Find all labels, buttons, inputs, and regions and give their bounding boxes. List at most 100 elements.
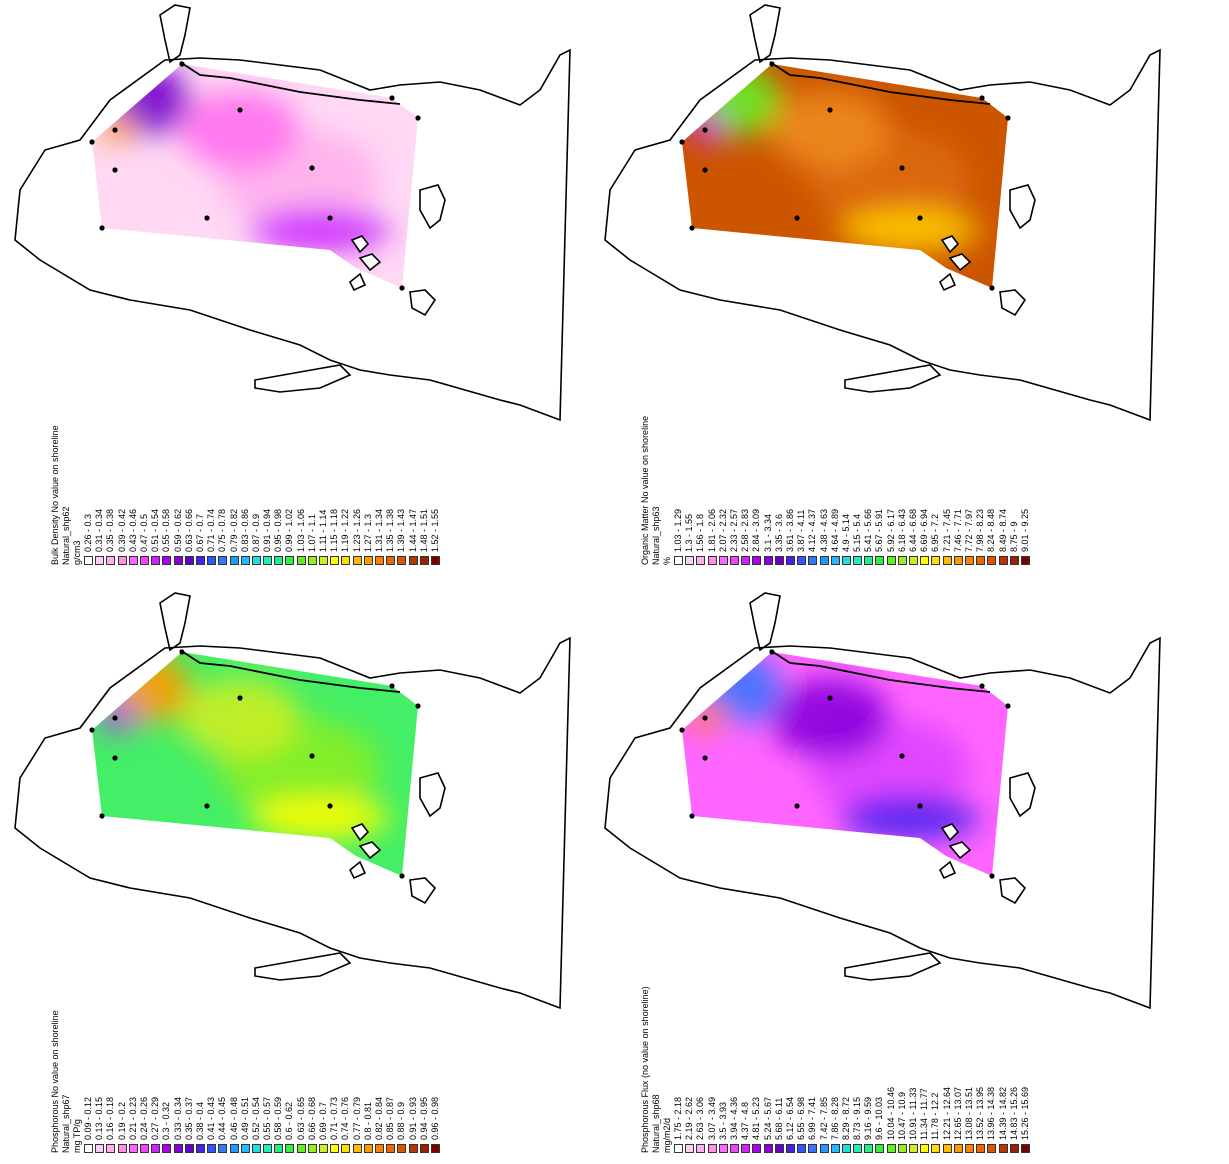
legend-entry: 13.52 - 13.95 <box>975 986 986 1153</box>
legend-entry: 0.71 - 0.73 <box>329 1010 340 1153</box>
legend-entry: 0.27 - 0.29 <box>150 1010 161 1153</box>
legend-class-label: 0.66 - 0.68 <box>306 1096 317 1140</box>
legend-entry: 2.58 - 2.83 <box>740 416 751 565</box>
legend-class-label: 0.09 - 0.12 <box>83 1096 94 1140</box>
legend-swatch <box>207 556 217 565</box>
legend-class-label: 2.58 - 2.83 <box>740 508 751 552</box>
legend-class-label: 0.87 - 0.9 <box>250 513 261 552</box>
legend-class-label: 7.42 - 7.85 <box>818 1096 829 1140</box>
legend-entry: 0.55 - 0.58 <box>161 425 172 565</box>
legend-class-label: 0.63 - 0.65 <box>295 1096 306 1140</box>
island-outline <box>999 877 1027 905</box>
legend-class-label: 1.35 - 1.38 <box>385 508 396 552</box>
legend-swatch <box>707 556 717 565</box>
legend-entry: 1.15 - 1.18 <box>329 425 340 565</box>
legend-entry: 0.95 - 0.98 <box>273 425 284 565</box>
legend-entry: 7.98 - 8.23 <box>975 416 986 565</box>
legend-swatch <box>853 556 863 565</box>
legend-class-label: 1.3 - 1.55 <box>684 513 695 552</box>
sampling-station-dot <box>827 107 833 113</box>
sampling-station-dot <box>917 803 923 809</box>
legend-class-label: 5.67 - 5.91 <box>874 508 885 552</box>
sampling-station-dot <box>112 755 118 761</box>
legend-swatch <box>419 556 429 565</box>
legend-entry: 0.44 - 0.45 <box>217 1010 228 1153</box>
sampling-station-dot <box>702 127 708 133</box>
legend-class-label: 2.63 - 3.06 <box>695 1096 706 1140</box>
sampling-station-dot <box>99 813 105 819</box>
sampling-station-dot <box>399 873 405 879</box>
legend-swatch <box>218 556 228 565</box>
legend-entry: 0.82 - 0.84 <box>374 1010 385 1153</box>
legend-entry: 6.44 - 6.68 <box>908 416 919 565</box>
legend-class-label: 0.51 - 0.54 <box>150 508 161 552</box>
legend-layer-name: Natural_shp62 <box>61 506 71 565</box>
legend-entry: 0.74 - 0.76 <box>340 1010 351 1153</box>
legend-swatch <box>173 556 183 565</box>
sampling-station-dot <box>899 165 905 171</box>
legend-entry: 6.69 - 6.94 <box>919 416 930 565</box>
legend-class-label: 8.29 - 8.72 <box>840 1096 851 1140</box>
legend-class-label: 0.94 - 0.95 <box>418 1096 429 1140</box>
legend-entry: 0.79 - 0.82 <box>228 425 239 565</box>
sampling-station-dot <box>989 285 995 291</box>
legend-class-label: 1.56 - 1.8 <box>695 513 706 552</box>
sampling-station-dot <box>415 115 421 121</box>
legend-entry: 12.65 - 13.07 <box>953 986 964 1153</box>
phosphorous-map <box>14 592 571 1010</box>
legend: Phosphorous No value on shoreline Natural… <box>50 1010 441 1153</box>
legend-class-label: 10.47 - 10.9 <box>896 1091 907 1140</box>
legend-class-label: 6.44 - 6.68 <box>908 508 919 552</box>
legend-swatch <box>920 556 930 565</box>
legend-class-label: 3.61 - 3.86 <box>784 508 795 552</box>
coastline <box>604 592 1161 1010</box>
legend-swatch <box>397 556 407 565</box>
legend-class-label: 5.68 - 6.11 <box>773 1097 784 1140</box>
legend-entry: 1.48 - 1.51 <box>419 425 430 565</box>
legend-class-label: 9.01 - 9.25 <box>1019 508 1030 552</box>
legend-class-label: 15.26 - 15.69 <box>1019 1086 1030 1140</box>
legend-entry: 0.35 - 0.37 <box>184 1010 195 1153</box>
legend-swatch <box>251 556 261 565</box>
legend-entry: 3.61 - 3.86 <box>785 416 796 565</box>
legend-entry: 4.37 - 4.8 <box>740 986 751 1153</box>
legend-class-label: 0.71 - 0.73 <box>329 1096 340 1140</box>
legend-entry: 0.3 - 0.32 <box>161 1010 172 1153</box>
legend-entry: 6.55 - 6.98 <box>796 986 807 1153</box>
legend-class-label: 1.81 - 2.06 <box>706 508 717 552</box>
legend-layer-name: Natural_shp68 <box>651 1094 661 1153</box>
legend-swatch <box>864 556 874 565</box>
legend-entry: 1.19 - 1.22 <box>340 425 351 565</box>
legend-entry: 0.19 - 0.2 <box>117 1010 128 1153</box>
legend-entry: 1.07 - 1.1 <box>307 425 318 565</box>
legend-entry: 1.11 - 1.14 <box>318 425 329 565</box>
legend-entry: 0.13 - 0.15 <box>94 1010 105 1153</box>
legend-class-label: 1.31 - 1.34 <box>373 508 384 552</box>
legend-swatch <box>819 556 829 565</box>
legend-class-label: 0.71 - 0.74 <box>206 508 217 552</box>
legend-swatch <box>685 556 695 565</box>
sampling-station-dot <box>389 683 395 689</box>
legend-entry: 5.15 - 5.4 <box>852 416 863 565</box>
legend-class-label: 1.03 - 1.06 <box>295 508 306 552</box>
legend-class-label: 0.41 - 0.43 <box>206 1096 217 1140</box>
legend-class-label: 0.13 - 0.15 <box>94 1096 105 1140</box>
legend-class-label: 0.79 - 0.82 <box>228 508 239 552</box>
legend-class-label: 12.21 - 12.64 <box>941 1086 952 1140</box>
legend-class-label: 0.43 - 0.46 <box>127 508 138 552</box>
legend-class-label: 5.24 - 5.67 <box>762 1096 773 1140</box>
legend-entry: 1.81 - 2.06 <box>707 416 718 565</box>
sampling-station-dot <box>989 873 995 879</box>
sampling-station-dot <box>979 683 985 689</box>
legend-class-label: 4.81 - 5.23 <box>751 1096 762 1140</box>
legend-entry: 0.75 - 0.78 <box>217 425 228 565</box>
legend-entry: 0.96 - 0.98 <box>430 1010 441 1153</box>
island-outline <box>254 364 352 393</box>
legend-swatch <box>408 556 418 565</box>
legend-entry: 0.67 - 0.7 <box>195 425 206 565</box>
legend-class-label: 8.73 - 9.15 <box>852 1096 863 1140</box>
legend-entry: 11.78 - 12.2 <box>930 986 941 1153</box>
sampling-station-dot <box>399 285 405 291</box>
legend-swatch <box>162 556 172 565</box>
sampling-station-dot <box>112 715 118 721</box>
